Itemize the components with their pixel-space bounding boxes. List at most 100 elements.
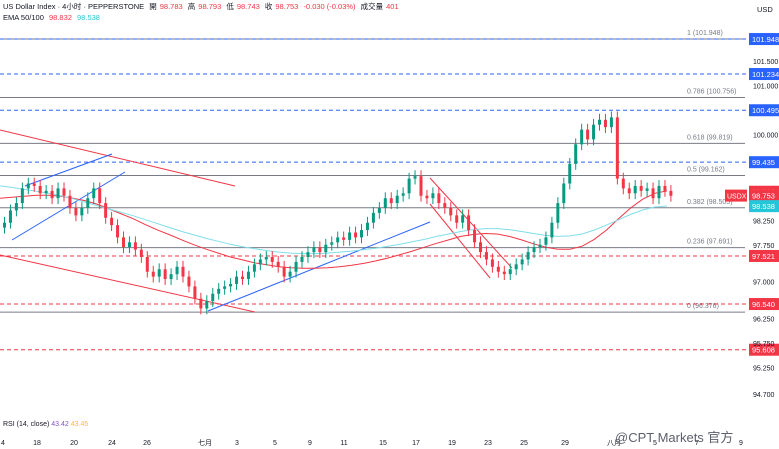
candle-body xyxy=(395,195,399,204)
x-tick-label: 24 xyxy=(108,440,116,447)
fib-level-label: 0.786 (100.756) xyxy=(687,88,736,95)
fib-level-label: 0.236 (97.691) xyxy=(687,239,733,246)
x-tick-label: 9 xyxy=(308,440,312,447)
candle-body xyxy=(651,188,655,199)
candle xyxy=(38,180,42,200)
fib-level-label: 0 (96.376) xyxy=(687,303,719,310)
ema-lines xyxy=(0,185,668,269)
candle-body xyxy=(407,178,411,194)
ema-label: EMA 50/100 xyxy=(3,13,44,22)
y-tick-label: 101.500 xyxy=(753,59,778,66)
candle-body xyxy=(348,232,352,240)
candle xyxy=(56,182,60,205)
candle-body xyxy=(241,276,244,280)
candle xyxy=(514,258,518,276)
candle xyxy=(139,243,143,263)
candle xyxy=(663,180,667,197)
candle-body xyxy=(229,283,233,287)
candle-body xyxy=(520,259,524,265)
candle-body xyxy=(568,163,572,184)
chart-legend: US Dollar Index · 4小时 · PEPPERSTONE 開 98.… xyxy=(3,2,402,12)
candle xyxy=(145,251,149,278)
candle-body xyxy=(550,222,554,238)
candle-body xyxy=(80,208,84,216)
candle-body xyxy=(479,242,482,253)
candle xyxy=(68,189,72,214)
x-tick-label: 9 xyxy=(739,440,743,447)
symbol-tag xyxy=(725,189,747,202)
price-line-axis-tag xyxy=(749,68,779,81)
candle-body xyxy=(74,208,78,216)
candle xyxy=(598,113,601,131)
candle xyxy=(169,268,173,285)
candle xyxy=(336,231,340,249)
candle-body xyxy=(193,286,197,299)
y-tick-label: 95.250 xyxy=(753,365,775,372)
candle xyxy=(50,184,54,205)
candle-body xyxy=(38,185,42,194)
candle xyxy=(181,260,185,283)
candle-body xyxy=(264,257,268,260)
x-tick-label: 19 xyxy=(448,440,456,447)
candle xyxy=(264,251,268,266)
candle-body xyxy=(354,232,358,238)
candle xyxy=(627,182,631,200)
candle xyxy=(490,253,494,273)
x-tick-label: 5 xyxy=(273,440,277,447)
candle xyxy=(276,256,280,273)
candle-body xyxy=(490,259,494,267)
candle xyxy=(389,192,393,209)
candle xyxy=(556,197,560,229)
candle-body xyxy=(627,188,631,194)
x-tick-label: 八月 xyxy=(607,439,621,447)
candle-body xyxy=(526,252,530,260)
candle-body xyxy=(556,203,560,223)
candle xyxy=(175,260,179,281)
price-line-axis-label: 101.948 xyxy=(752,35,779,44)
candle xyxy=(122,231,125,254)
y-tick-label: 101.000 xyxy=(753,84,778,91)
candle xyxy=(270,251,274,268)
candle xyxy=(217,282,221,300)
candle xyxy=(461,209,465,229)
candle-body xyxy=(92,188,96,199)
candle-body xyxy=(163,269,167,280)
candle xyxy=(550,216,554,244)
candle xyxy=(580,123,584,151)
candle xyxy=(282,260,286,283)
candle xyxy=(574,138,578,170)
y-tick-label: 95.750 xyxy=(753,341,775,348)
candle-body xyxy=(598,119,601,125)
candle-body xyxy=(98,188,102,204)
candle-body xyxy=(217,288,221,294)
time-axis: 4 18 20 24 26 七月 3 5 9 11 15 17 19 23 25 29 八月 5 7 9 xyxy=(1,438,743,447)
candle xyxy=(44,184,48,200)
candle-body xyxy=(401,193,405,196)
candle-body xyxy=(586,129,590,140)
candle-body xyxy=(592,124,596,140)
candle xyxy=(133,236,137,256)
candle-body xyxy=(62,188,66,196)
axis-badge-label: 98.753 xyxy=(752,192,775,201)
watermark: @CPT Markets 官方 xyxy=(615,430,734,445)
close-value: 98.753 xyxy=(275,2,299,11)
candle xyxy=(312,241,316,258)
candle-body xyxy=(8,210,12,223)
candle-body xyxy=(157,269,161,277)
candle-body xyxy=(127,242,131,248)
candle-body xyxy=(306,252,310,257)
candle-body xyxy=(633,185,637,194)
candle-body xyxy=(389,198,393,204)
candle xyxy=(211,287,215,307)
currency-label: USD xyxy=(757,5,773,14)
candle xyxy=(669,184,673,202)
candle xyxy=(241,270,244,285)
ema50-value: 98.832 xyxy=(48,13,72,22)
candle-body xyxy=(318,247,322,253)
candle xyxy=(449,202,453,222)
candle-body xyxy=(544,237,548,245)
candle xyxy=(592,118,596,146)
axis-badge xyxy=(749,200,779,213)
candle xyxy=(110,211,114,232)
